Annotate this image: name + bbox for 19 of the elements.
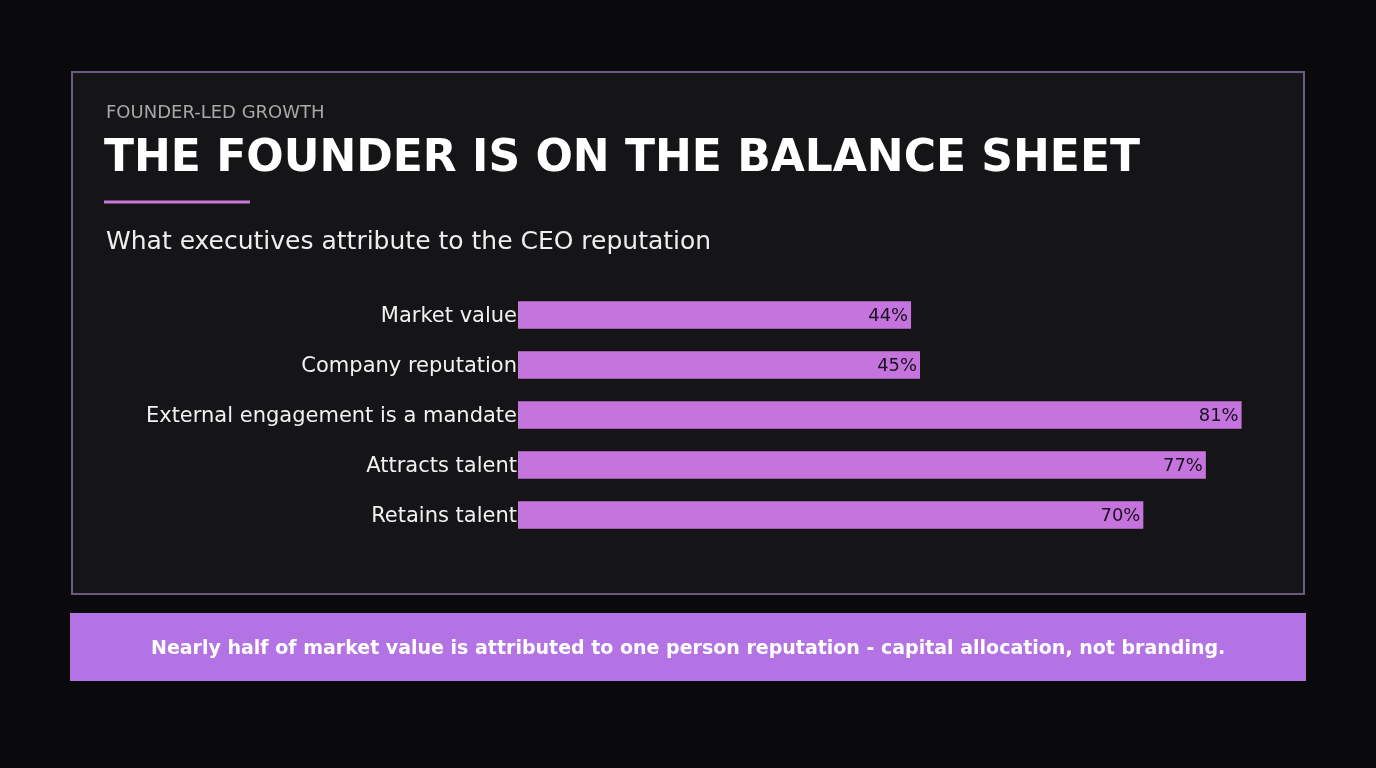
data-label: 44% <box>868 304 909 326</box>
bar <box>518 351 920 379</box>
y-tick-label: External engagement is a mandate <box>145 403 517 428</box>
bar <box>518 301 912 329</box>
data-label: 70% <box>1100 504 1141 526</box>
y-tick-label: Market value <box>380 303 517 328</box>
chart-title: THE FOUNDER IS ON THE BALANCE SHEET <box>104 130 1140 182</box>
y-tick-label: Retains talent <box>371 503 517 528</box>
chart-subtitle: What executives attribute to the CEO reputation <box>106 226 712 255</box>
bar <box>518 451 1206 479</box>
y-tick-label: Company reputation <box>301 353 517 378</box>
bar <box>518 501 1144 529</box>
data-label: 81% <box>1198 404 1239 426</box>
text: FOUNDER-LED GROWTH <box>106 101 325 122</box>
bar <box>518 401 1242 429</box>
text: Nearly half of market value is attributed to one person reputation - capital allocation, not branding. <box>151 636 1226 658</box>
y-tick-label: Attracts talent <box>366 453 517 478</box>
data-label: 45% <box>877 354 917 376</box>
data-label: 77% <box>1163 454 1203 476</box>
